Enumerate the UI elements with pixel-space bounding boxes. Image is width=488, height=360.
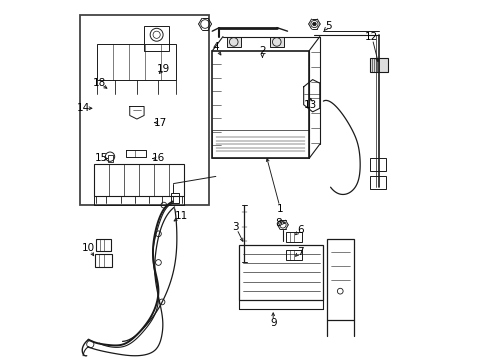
Bar [80, 15, 208, 205]
Text: 1: 1 [277, 204, 283, 214]
Bar [239, 244, 323, 300]
Bar [107, 155, 113, 162]
Text: 16: 16 [151, 153, 165, 163]
Text: 10: 10 [82, 243, 95, 253]
Text: 13: 13 [304, 100, 317, 110]
Bar [285, 232, 301, 242]
Bar [144, 26, 169, 51]
Text: 6: 6 [296, 225, 303, 235]
Text: 11: 11 [175, 211, 188, 221]
Bar [97, 44, 176, 80]
Bar [369, 176, 386, 189]
Text: 3: 3 [232, 222, 238, 231]
Text: 8: 8 [275, 218, 281, 228]
Bar [94, 253, 112, 267]
Bar [285, 250, 301, 260]
Bar [369, 58, 387, 72]
Text: 7: 7 [296, 247, 303, 257]
Text: 17: 17 [153, 118, 166, 128]
Bar [269, 37, 284, 47]
Text: 5: 5 [325, 21, 331, 31]
Bar [326, 239, 353, 320]
Text: 14: 14 [77, 103, 90, 113]
Bar [212, 130, 308, 158]
Text: 2: 2 [259, 46, 265, 56]
Text: 15: 15 [94, 153, 107, 163]
Text: 19: 19 [157, 64, 170, 74]
Circle shape [312, 22, 316, 26]
Text: 12: 12 [365, 32, 378, 41]
Bar [171, 193, 179, 203]
Bar [96, 239, 110, 251]
Bar [226, 37, 241, 47]
Bar [94, 164, 183, 196]
Text: 9: 9 [269, 319, 276, 328]
Bar [369, 158, 386, 171]
Text: 4: 4 [212, 42, 219, 52]
Bar [212, 51, 308, 158]
Text: 18: 18 [92, 78, 106, 88]
